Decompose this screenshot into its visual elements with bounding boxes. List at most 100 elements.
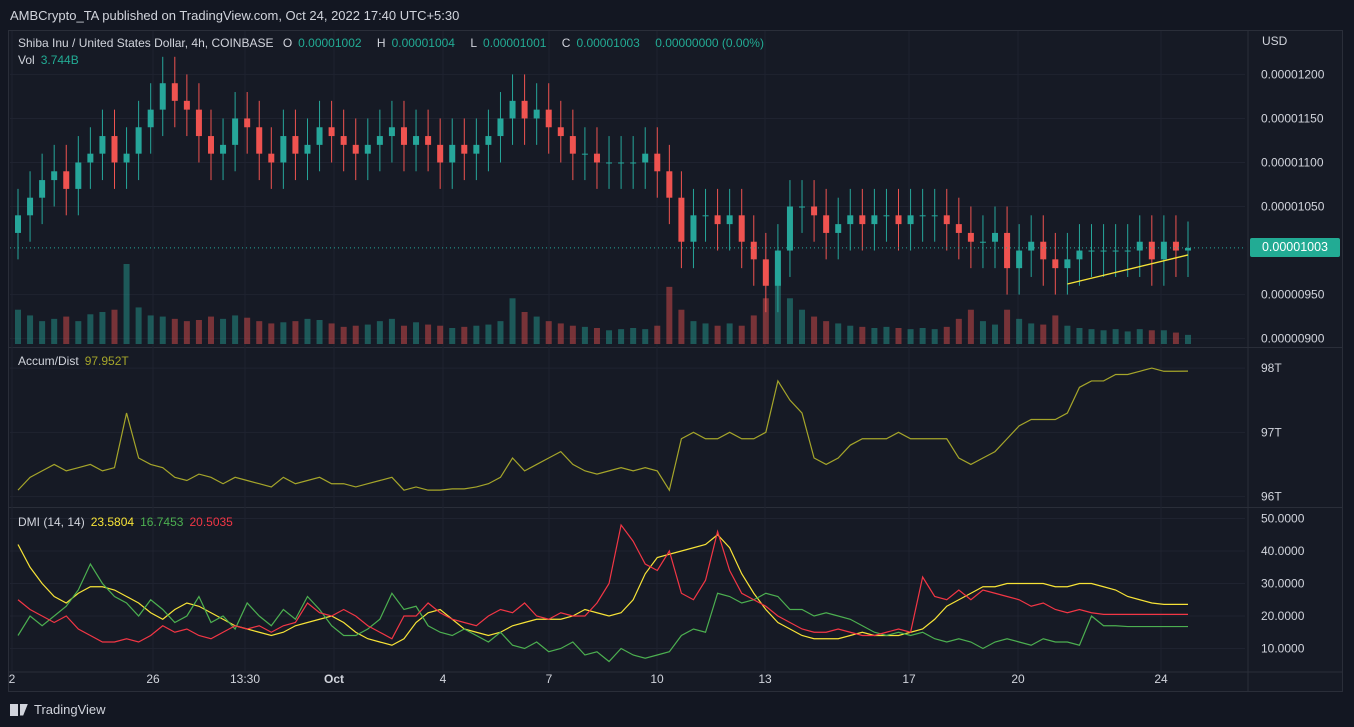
volume-bar xyxy=(183,321,190,344)
volume-bar xyxy=(413,322,420,344)
low-label: L xyxy=(470,36,478,50)
y-tick-label: 0.00000950 xyxy=(1261,288,1325,302)
volume-bar xyxy=(618,329,625,344)
candle-body xyxy=(726,215,733,225)
y-tick-label: 30.0000 xyxy=(1261,577,1305,591)
open-label: O xyxy=(282,36,293,50)
candle-body xyxy=(569,136,576,154)
candle-body xyxy=(63,171,70,189)
x-tick-label: 26 xyxy=(146,672,160,686)
y-tick-label: 0.00001200 xyxy=(1261,67,1325,81)
candle-body xyxy=(15,215,21,233)
volume-bar xyxy=(1064,325,1071,344)
x-tick-label: 2 xyxy=(9,672,16,686)
candle-body xyxy=(135,127,142,154)
volume-bar xyxy=(232,315,239,344)
candle-body xyxy=(87,153,94,163)
y-tick-label: 98T xyxy=(1261,361,1282,375)
ad-label: Accum/Dist xyxy=(18,354,79,368)
volume-bar xyxy=(1185,334,1191,344)
candle-body xyxy=(762,259,769,286)
candle-body xyxy=(823,215,830,233)
volume-bar xyxy=(340,326,347,344)
candle-body xyxy=(123,153,130,163)
volume-bar xyxy=(1076,328,1083,344)
volume-legend: Vol 3.744B xyxy=(18,53,85,67)
candle-body xyxy=(967,232,974,242)
candle-body xyxy=(1004,232,1011,269)
volume-bar xyxy=(171,318,178,344)
footer[interactable]: TradingView xyxy=(10,702,106,717)
volume-bar xyxy=(111,309,118,344)
candle-body xyxy=(714,215,721,225)
volume-bar xyxy=(207,316,214,344)
candle-body xyxy=(738,215,745,242)
volume-bar xyxy=(485,324,492,344)
candle-body xyxy=(1148,241,1155,260)
chart-frame[interactable] xyxy=(8,30,1343,692)
candle-body xyxy=(413,136,420,145)
volume-bar xyxy=(280,322,287,344)
y-tick-label: 0.00001100 xyxy=(1261,155,1324,169)
volume-bar xyxy=(883,326,890,344)
candle-body xyxy=(99,136,106,154)
candle-body xyxy=(521,100,528,119)
volume-bar xyxy=(1124,331,1131,344)
candle-body xyxy=(774,250,781,286)
volume-bar xyxy=(1040,324,1047,344)
volume-bar xyxy=(859,326,866,344)
volume-bar xyxy=(943,326,950,344)
volume-bar xyxy=(304,318,311,344)
volume-bar xyxy=(159,316,166,344)
volume-bar xyxy=(352,325,359,344)
footer-brand: TradingView xyxy=(34,702,106,717)
candle-body xyxy=(1076,250,1083,260)
candle-body xyxy=(557,127,564,137)
volume-bar xyxy=(123,264,130,344)
volume-bar xyxy=(509,298,516,344)
volume-bar xyxy=(714,325,721,344)
volume-bar xyxy=(99,312,106,344)
price-legend: Shiba Inu / United States Dollar, 4h, CO… xyxy=(18,36,770,50)
candle-body xyxy=(232,118,239,145)
volume-bar xyxy=(726,323,733,344)
x-tick-label: 10 xyxy=(650,672,664,686)
volume-bar xyxy=(630,328,637,344)
ad-legend: Accum/Dist 97.952T xyxy=(18,354,135,368)
candle-body xyxy=(1100,250,1107,252)
volume-bar xyxy=(1016,318,1023,344)
adx-line xyxy=(17,533,1188,646)
candle-body xyxy=(425,136,432,145)
candle-body xyxy=(39,180,46,198)
y-tick-label: 0.00001050 xyxy=(1261,200,1325,214)
volume-bar xyxy=(437,325,444,344)
candle-body xyxy=(485,136,492,145)
candle-body xyxy=(1088,250,1095,252)
candle-body xyxy=(943,215,950,225)
volume-bar xyxy=(823,321,830,344)
candle-body xyxy=(497,118,504,137)
volume-bar xyxy=(51,318,58,344)
dmi-legend: DMI (14, 14) 23.5804 16.7453 20.5035 xyxy=(18,515,239,529)
candle-body xyxy=(1028,241,1035,251)
candle-body xyxy=(931,215,938,217)
volume-bar xyxy=(919,328,926,344)
y-tick-label: 40.0000 xyxy=(1261,544,1305,558)
volume-bar xyxy=(871,328,878,344)
volume-bar xyxy=(521,312,528,344)
candle-body xyxy=(883,215,890,217)
candle-body xyxy=(581,153,588,155)
volume-bar xyxy=(738,325,745,344)
volume-bar xyxy=(847,325,854,344)
tradingview-logo-icon xyxy=(10,703,28,716)
candle-body xyxy=(437,144,444,163)
volume-bar xyxy=(1136,329,1143,344)
currency-label: USD xyxy=(1262,34,1288,48)
adx-value: 23.5804 xyxy=(90,515,135,529)
candle-body xyxy=(316,127,323,145)
volume-bar xyxy=(979,321,986,344)
candle-body xyxy=(473,144,480,154)
x-tick-label: Oct xyxy=(324,672,344,686)
candle-body xyxy=(352,144,359,154)
